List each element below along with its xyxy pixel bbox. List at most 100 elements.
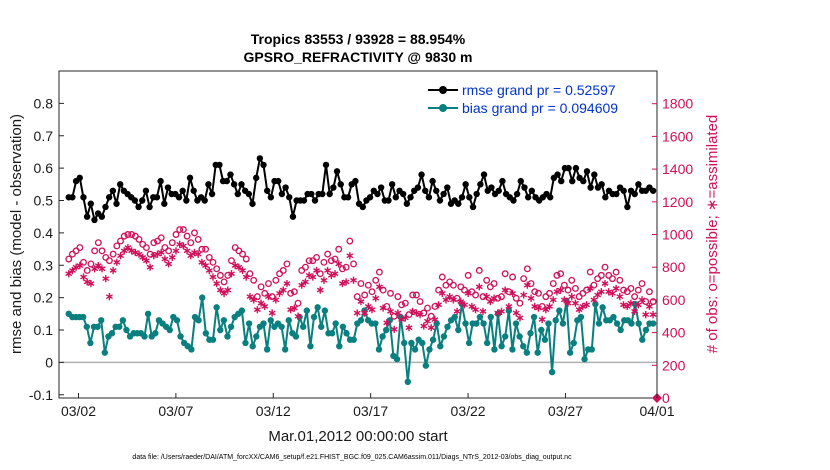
data-point [382,326,390,334]
data-point [387,289,394,297]
data-point [427,324,435,332]
data-point [83,323,90,330]
data-point [422,187,429,194]
data-point [343,330,350,337]
data-point [320,258,328,266]
data-point [590,296,598,304]
data-point [412,291,420,299]
data-point [261,289,269,297]
data-point [424,317,431,325]
data-point [65,270,73,278]
data-point [375,346,383,353]
data-point [435,286,443,294]
data-point [249,200,256,207]
data-point [516,299,524,307]
data-point [342,263,350,271]
data-point [418,171,425,178]
data-point [272,296,280,304]
data-point [464,289,472,297]
data-point [426,346,433,353]
data-point [316,286,324,294]
data-point [372,276,380,284]
data-point [224,333,231,340]
y-tick-label: 0.8 [34,95,54,111]
data-point [512,294,520,302]
data-point [220,278,228,286]
data-point [353,309,361,317]
data-point [620,187,627,194]
data-point [209,258,217,266]
data-point [252,174,260,182]
chart-subtitle: GPSRO_REFRACTIVITY @ 9830 m [244,49,473,65]
data-point [616,276,624,284]
data-point [580,177,587,185]
data-point [462,181,469,188]
data-point [557,286,565,294]
data-point [521,184,528,191]
data-point [372,294,380,302]
data-point [205,181,212,188]
data-point [366,194,374,201]
data-point [516,333,523,340]
data-point [601,279,609,288]
data-point [116,181,124,188]
data-point [333,168,341,175]
data-point [313,253,320,261]
data-point [613,320,621,327]
data-point [424,304,431,312]
y2-axis-label: # of obs: o=possible; ∗=assimilated [704,115,721,354]
data-point [491,346,498,353]
y2-tick-label: 0 [662,390,670,406]
data-point [399,190,407,198]
data-point [509,346,516,353]
data-point [372,320,379,327]
data-point [566,349,574,356]
data-point [407,194,414,201]
data-point [437,342,444,350]
data-point [512,309,520,317]
data-point [216,286,224,294]
legend-bias-marker [439,104,447,112]
y2-tick-label: 1600 [662,128,693,144]
data-point [260,161,267,169]
data-point [120,247,128,255]
data-point [319,190,326,198]
data-point [324,266,332,275]
data-point [634,301,642,309]
data-point [588,346,595,353]
data-point [87,279,95,288]
data-point [442,296,450,304]
data-point [431,315,439,324]
data-point [405,324,413,332]
data-point [294,312,302,320]
data-point [245,190,253,198]
data-point [328,330,336,337]
data-point [590,281,598,289]
data-point [286,194,293,201]
data-point [453,307,461,315]
data-point [472,306,480,314]
data-point [172,247,180,255]
data-point [353,293,361,301]
data-point [117,252,124,260]
data-point [394,293,402,301]
legend-rmse-marker [439,86,447,94]
data-point [139,253,147,261]
data-point [541,336,549,343]
data-point [94,261,102,270]
data-point [601,263,609,271]
data-point [451,313,458,321]
data-point [649,311,657,319]
data-point [157,234,165,242]
data-point [338,265,346,273]
data-point [368,288,376,296]
data-point [335,245,343,253]
data-point [627,285,635,292]
chart-title: Tropics 83553 / 93928 = 88.954% [251,31,466,47]
data-point [152,330,159,337]
data-point [109,187,117,194]
data-point [332,320,339,327]
data-point [165,247,173,255]
data-point [449,281,457,289]
data-point [161,200,168,207]
